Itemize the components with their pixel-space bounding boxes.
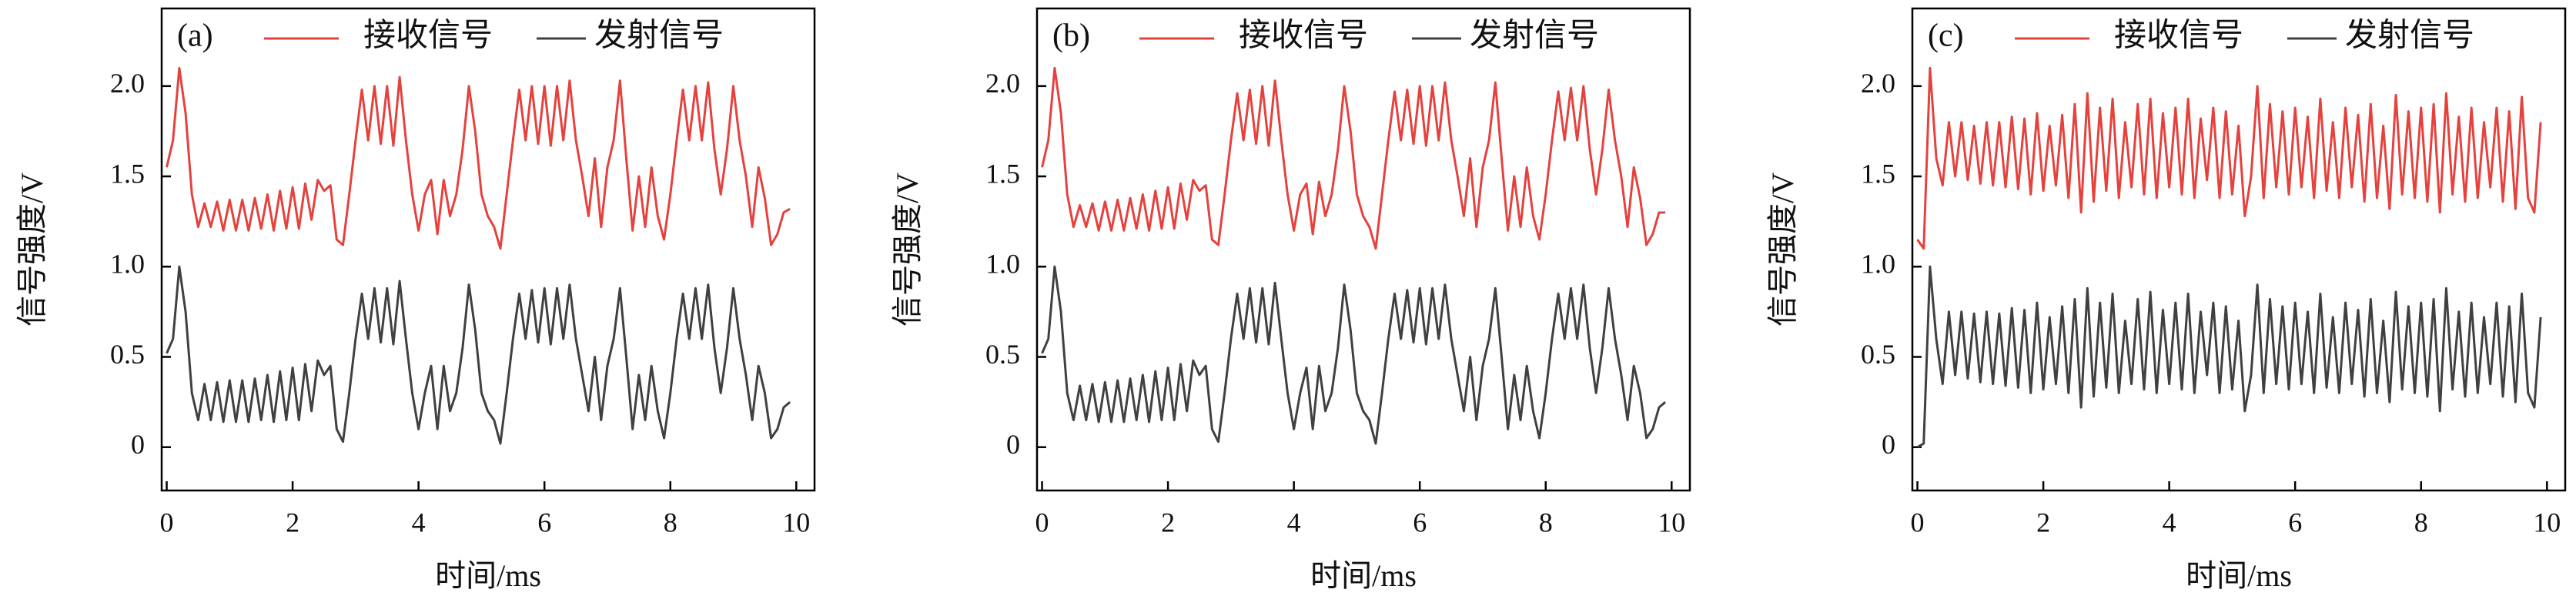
series-line xyxy=(1041,66,1666,250)
y-tick-label: 1.5 xyxy=(1861,158,1895,189)
y-axis-label: 信号强度/V xyxy=(1765,172,1800,326)
y-tick-label: 0.5 xyxy=(985,339,1020,370)
y-tick-label: 1.5 xyxy=(110,158,145,189)
y-tick-label: 1.0 xyxy=(1861,249,1895,280)
x-axis-label: 时间/ms xyxy=(2186,558,2292,593)
legend-label: 接收信号 xyxy=(363,18,493,54)
x-tick-label: 0 xyxy=(1035,507,1049,537)
x-tick-label: 10 xyxy=(782,507,810,537)
legend-label: 发射信号 xyxy=(1470,18,1599,54)
x-tick-label: 4 xyxy=(412,507,426,537)
series-line xyxy=(166,265,791,445)
x-tick-label: 2 xyxy=(286,507,299,537)
series-line xyxy=(1916,265,2542,449)
x-tick-label: 8 xyxy=(664,507,677,537)
x-tick-label: 4 xyxy=(2163,507,2176,537)
plot-frame xyxy=(1035,7,1691,492)
x-axis-label: 时间/ms xyxy=(435,558,541,593)
y-axis-label: 信号强度/V xyxy=(15,172,49,326)
y-tick-label: 1.0 xyxy=(110,249,145,280)
series-line xyxy=(1916,66,2542,250)
y-tick-label: 1.5 xyxy=(985,158,1020,189)
y-tick-label: 2.0 xyxy=(985,68,1020,99)
series-line xyxy=(1041,265,1667,445)
y-tick-label: 0 xyxy=(1882,429,1895,460)
y-tick-label: 2.0 xyxy=(1861,68,1895,99)
y-tick-label: 0.5 xyxy=(110,339,145,370)
y-axis-label: 信号强度/V xyxy=(890,172,925,326)
y-tick-label: 1.0 xyxy=(985,249,1020,280)
x-tick-label: 2 xyxy=(1161,507,1175,537)
panel-label: (b) xyxy=(1052,18,1090,54)
y-tick-label: 0 xyxy=(1006,429,1020,460)
legend-label: 接收信号 xyxy=(1239,18,1368,54)
x-tick-label: 6 xyxy=(2288,507,2302,537)
plot-frame xyxy=(1911,7,2567,492)
x-tick-label: 0 xyxy=(1911,507,1925,537)
panel-label: (c) xyxy=(1928,18,1964,54)
x-tick-label: 10 xyxy=(2533,507,2561,537)
legend-label: 接收信号 xyxy=(2114,18,2243,54)
legend-label: 发射信号 xyxy=(2345,18,2474,54)
x-tick-label: 0 xyxy=(160,507,174,537)
x-axis-label: 时间/ms xyxy=(1310,558,1417,593)
y-tick-label: 2.0 xyxy=(110,68,145,99)
y-tick-label: 0.5 xyxy=(1861,339,1895,370)
plot-frame xyxy=(160,7,816,492)
x-tick-label: 8 xyxy=(2414,507,2428,537)
x-tick-label: 6 xyxy=(1413,507,1427,537)
x-tick-label: 6 xyxy=(537,507,551,537)
x-tick-label: 4 xyxy=(1287,507,1301,537)
series-line xyxy=(166,66,791,250)
x-tick-label: 2 xyxy=(2036,507,2050,537)
y-tick-label: 0 xyxy=(131,429,145,460)
x-tick-label: 8 xyxy=(1539,507,1553,537)
x-tick-label: 10 xyxy=(1658,507,1685,537)
panel-label: (a) xyxy=(177,18,213,54)
legend-label: 发射信号 xyxy=(594,18,724,54)
